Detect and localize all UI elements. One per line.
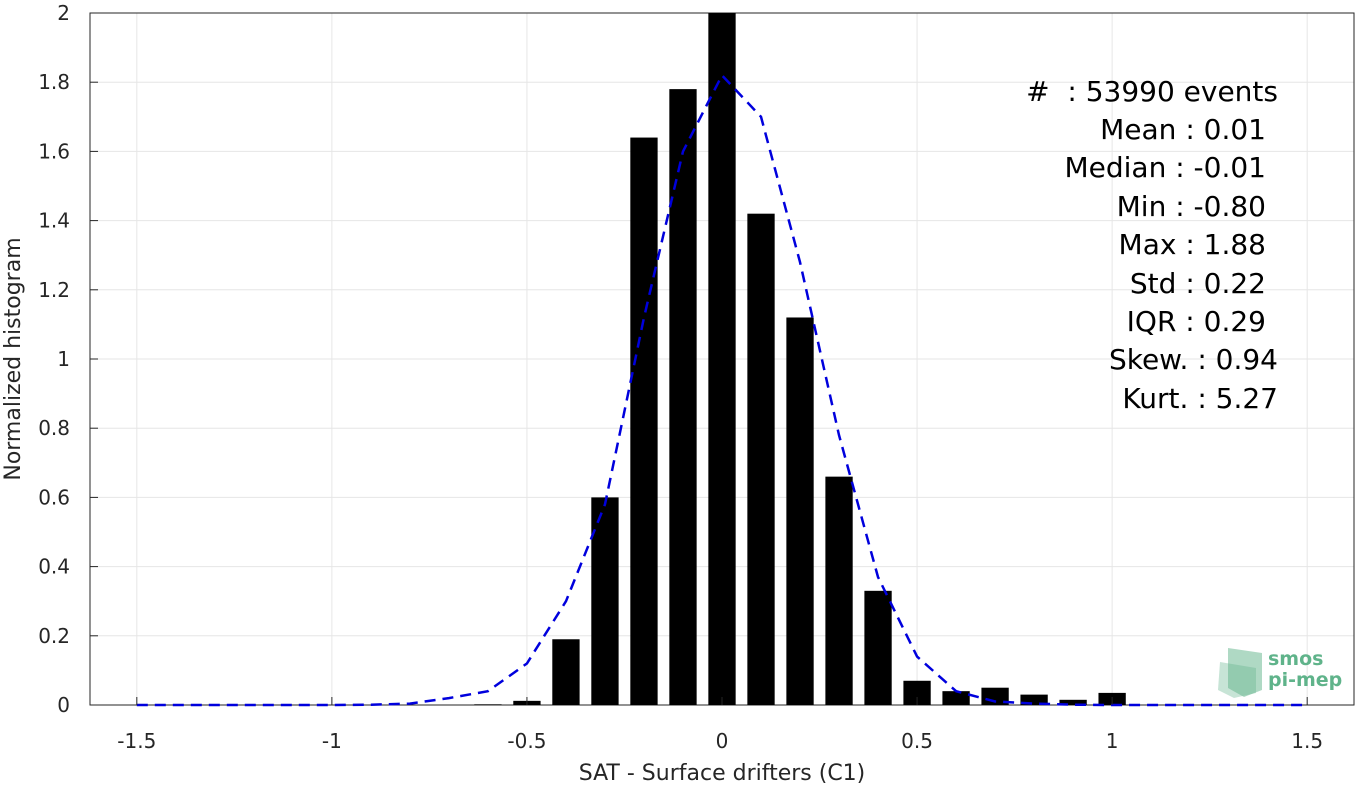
x-tick-label: 0.5 xyxy=(901,729,933,753)
histogram-bar xyxy=(942,691,970,705)
stat-mean: Mean : 0.01 xyxy=(1100,113,1266,146)
y-tick-label: 1.2 xyxy=(38,278,70,302)
y-tick-label: 2 xyxy=(57,1,70,25)
stat-max: Max : 1.88 xyxy=(1119,228,1266,261)
histogram-bar xyxy=(708,13,736,705)
stat-median: Median : -0.01 xyxy=(1064,151,1266,184)
x-tick-label: 0 xyxy=(716,729,729,753)
y-axis-ticks: 0 0.2 0.4 0.6 0.8 1 1.2 1.4 1.6 1.8 2 xyxy=(38,1,98,717)
y-tick-label: 0 xyxy=(57,693,70,717)
x-tick-label: 1.5 xyxy=(1291,729,1323,753)
y-tick-label: 0.6 xyxy=(38,485,70,509)
histogram-bar xyxy=(864,590,892,705)
logo-text-smos: smos xyxy=(1268,648,1323,670)
x-axis-label: SAT - Surface drifters (C1) xyxy=(579,761,866,785)
y-tick-label: 0.4 xyxy=(38,555,70,579)
histogram-bars xyxy=(474,13,1126,706)
y-tick-label: 1.4 xyxy=(38,209,70,233)
stat-events: # : 53990 events xyxy=(1026,75,1278,108)
histogram-bar xyxy=(474,704,502,705)
stat-std: Std : 0.22 xyxy=(1130,267,1266,300)
x-axis-ticks: -1.5 -1 -0.5 0 0.5 1 1.5 xyxy=(117,697,1323,753)
x-tick-label: 1 xyxy=(1106,729,1119,753)
y-axis-label: Normalized histogram xyxy=(1,237,26,480)
histogram-bar xyxy=(786,317,814,705)
logo-waves-shade xyxy=(1218,662,1256,698)
stat-min: Min : -0.80 xyxy=(1117,190,1266,223)
histogram-bar xyxy=(1020,694,1048,705)
y-tick-label: 0.8 xyxy=(38,416,70,440)
histogram-bar xyxy=(1059,699,1087,705)
stat-kurt: Kurt. : 5.27 xyxy=(1122,382,1278,415)
x-tick-label: -1.5 xyxy=(117,729,156,753)
y-tick-label: 1.8 xyxy=(38,70,70,94)
logo-text-pi-mep: pi-mep xyxy=(1268,669,1342,691)
histogram-bar xyxy=(591,497,619,705)
histogram-bar xyxy=(747,213,775,705)
y-tick-label: 0.2 xyxy=(38,624,70,648)
logo-waves-icon xyxy=(1228,648,1262,697)
stat-iqr: IQR : 0.29 xyxy=(1127,305,1266,338)
x-tick-label: -0.5 xyxy=(507,729,546,753)
stat-skew: Skew. : 0.94 xyxy=(1109,343,1278,376)
statistics-box: # : 53990 events Mean : 0.01 Median : -0… xyxy=(1026,75,1278,415)
y-tick-label: 1.6 xyxy=(38,139,70,163)
y-tick-label: 1 xyxy=(57,347,70,371)
histogram-bar xyxy=(669,89,697,706)
histogram-bar xyxy=(630,137,658,705)
histogram-bar xyxy=(825,476,853,705)
x-tick-label: -1 xyxy=(322,729,342,753)
histogram-bar xyxy=(552,639,580,705)
smos-pi-mep-logo: smos pi-mep xyxy=(1218,648,1342,698)
